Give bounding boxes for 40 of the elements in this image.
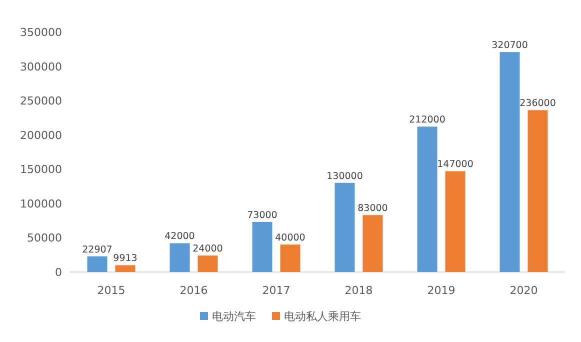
legend-label: 电动私人乘用车 [284,310,361,323]
data-label: 9913 [113,253,138,264]
y-tick-label: 250000 [20,94,62,108]
x-tick-label: 2019 [427,284,456,297]
y-tick-label: 200000 [20,128,62,142]
data-label: 130000 [326,170,363,182]
x-tick-label: 2017 [262,284,290,297]
data-label: 147000 [437,159,474,170]
bar [362,215,383,272]
legend-label: 电动汽车 [212,310,256,323]
bar [417,126,438,272]
data-label: 22907 [82,244,112,256]
bar [500,52,520,272]
y-tick-label: 0 [55,266,62,279]
x-tick-label: 2016 [180,284,208,297]
x-tick-label: 2020 [510,284,538,297]
data-label: 24000 [192,244,223,255]
bar [87,256,108,272]
y-tick-label: 50000 [27,232,62,245]
data-label: 236000 [520,98,556,110]
data-label: 73000 [247,210,278,221]
y-tick-label: 150000 [20,163,62,176]
bar [252,222,272,272]
bar [115,265,136,272]
y-tick-label: 300000 [20,60,62,74]
bar [334,182,355,272]
data-label: 320700 [492,40,528,52]
data-label: 42000 [164,231,195,242]
data-label: 212000 [409,114,446,126]
bar [198,256,218,272]
bar [445,171,466,272]
data-label: 40000 [275,232,306,244]
bar [170,243,190,272]
y-tick-label: 100000 [20,197,62,210]
bar [280,244,300,272]
bar [528,110,548,272]
y-tick-label: 350000 [20,26,62,39]
data-label: 83000 [358,203,388,214]
x-tick-label: 2018 [344,284,373,297]
x-tick-label: 2015 [97,284,126,297]
